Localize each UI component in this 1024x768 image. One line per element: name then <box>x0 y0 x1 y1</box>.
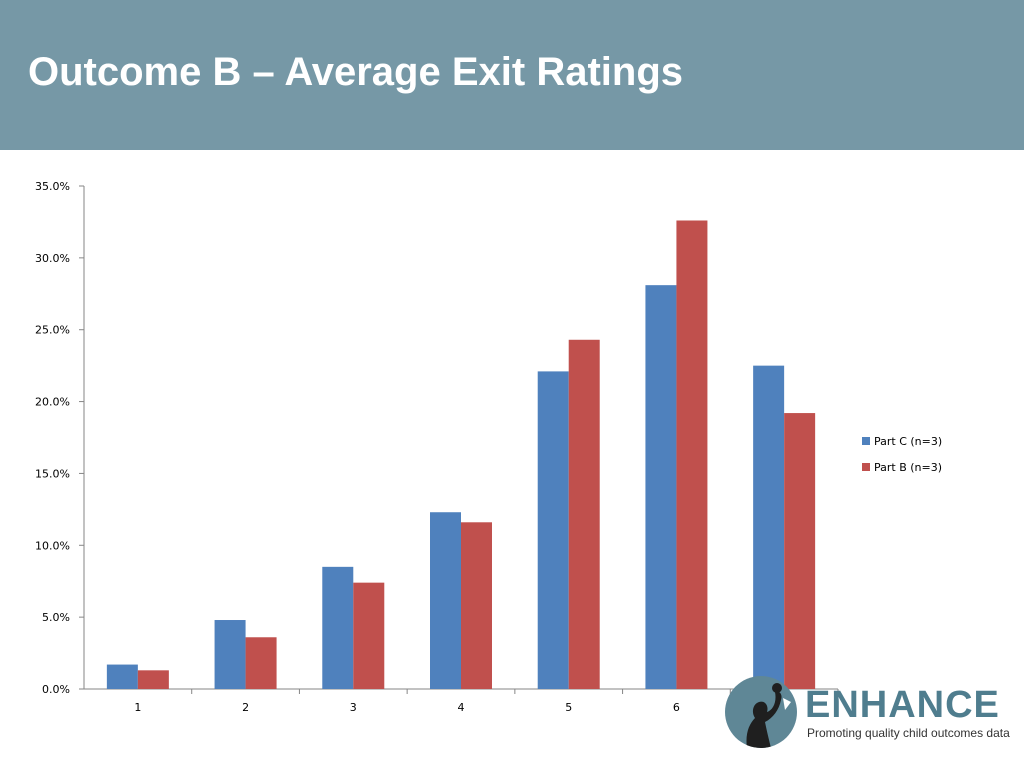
y-tick-label: 35.0% <box>35 180 70 193</box>
x-tick-label: 6 <box>673 701 680 714</box>
legend-item-part-c: Part C (n=3) <box>862 428 942 454</box>
bar-part-c <box>537 371 569 689</box>
legend-label-part-c: Part C (n=3) <box>874 434 943 448</box>
y-tick-label: 0.0% <box>42 683 70 696</box>
y-tick-label: 30.0% <box>35 252 70 265</box>
slide-title: Outcome B – Average Exit Ratings <box>28 50 683 94</box>
bar-part-b <box>676 220 708 689</box>
bar-chart: 0.0% 5.0% 10.0% 15.0% 20.0% 25.0% 30.0% 35.0% 1 2… <box>35 180 839 714</box>
bar-part-c <box>322 566 354 689</box>
bar-part-c <box>430 512 461 689</box>
bar-part-b <box>353 582 385 689</box>
logo-tagline: Promoting quality child outcomes data <box>807 726 1010 740</box>
legend-swatch-part-b <box>862 463 870 471</box>
bar-part-c <box>106 664 138 689</box>
y-tick-label: 20.0% <box>35 396 70 409</box>
y-tick-label: 5.0% <box>42 611 70 624</box>
bar-part-b <box>461 522 492 689</box>
y-tick-label: 25.0% <box>35 324 70 337</box>
x-tick-label: 2 <box>242 701 249 714</box>
bar-part-b <box>245 637 277 689</box>
legend-label-part-b: Part B (n=3) <box>874 460 943 474</box>
bar-part-c <box>753 365 785 689</box>
logo-name: ENHANCE <box>805 684 1000 726</box>
y-tick-label: 10.0% <box>35 539 70 552</box>
x-tick-label: 3 <box>350 701 357 714</box>
x-tick-label: 4 <box>458 701 465 714</box>
slide-header: Outcome B – Average Exit Ratings <box>0 0 1024 150</box>
bar-part-c <box>645 285 677 689</box>
bar-part-b <box>568 339 600 689</box>
bar-part-b <box>784 413 816 689</box>
logo-emblem-icon <box>725 676 797 748</box>
x-tick-label: 5 <box>565 701 572 714</box>
chart-legend: Part C (n=3) Part B (n=3) <box>862 428 942 480</box>
legend-item-part-b: Part B (n=3) <box>862 454 942 480</box>
x-tick-label: 1 <box>134 701 141 714</box>
bar-part-c <box>214 620 246 689</box>
bar-part-b <box>137 670 169 689</box>
enhance-logo: ENHANCE Promoting quality child outcomes… <box>725 676 1020 756</box>
y-tick-label: 15.0% <box>35 467 70 480</box>
legend-swatch-part-c <box>862 437 870 445</box>
